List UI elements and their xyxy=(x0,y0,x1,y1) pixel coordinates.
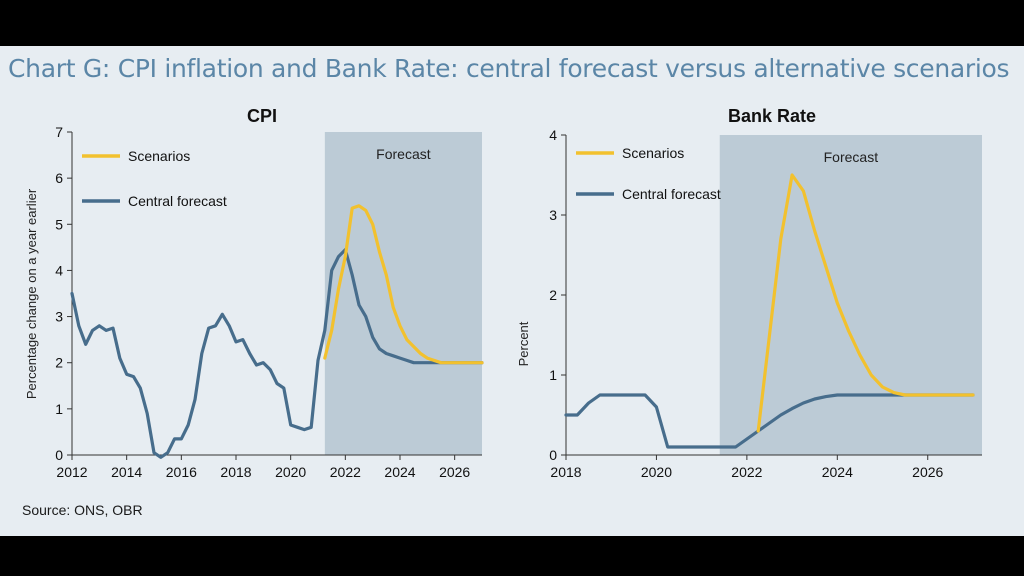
bank-rate-x-tick-label: 2024 xyxy=(822,464,853,480)
cpi-y-tick-label: 1 xyxy=(55,401,63,417)
bank-rate-y-tick-label: 4 xyxy=(549,127,557,143)
bank-rate-x-tick-label: 2022 xyxy=(731,464,762,480)
bank-rate-legend-label-central-forecast: Central forecast xyxy=(622,186,721,202)
cpi-y-tick-label: 5 xyxy=(55,216,63,232)
cpi-x-tick-label: 2014 xyxy=(111,464,142,480)
cpi-x-tick-label: 2018 xyxy=(220,464,251,480)
chart-title: Chart G: CPI inflation and Bank Rate: ce… xyxy=(8,54,1010,83)
bank-rate-x-tick-label: 2020 xyxy=(641,464,672,480)
bank-rate-plot-area: Forecast 0 1 2 3 4 2018 2020 2022 2024 2026 Scenari… xyxy=(549,127,982,480)
cpi-x-tick-label: 2024 xyxy=(384,464,415,480)
cpi-y-tick-label: 0 xyxy=(55,447,63,463)
cpi-y-tick-label: 4 xyxy=(55,262,63,278)
cpi-chart: CPI Percentage change on a year earlier … xyxy=(24,106,484,480)
bank-rate-forecast-region xyxy=(719,135,982,455)
cpi-chart-title: CPI xyxy=(247,106,277,126)
cpi-series-scenarios-line xyxy=(323,204,484,365)
chart-slide: Chart G: CPI inflation and Bank Rate: ce… xyxy=(0,46,1024,536)
cpi-series-central-forecast-line xyxy=(70,248,484,459)
cpi-legend-label-central-forecast: Central forecast xyxy=(128,193,227,209)
cpi-x-tick-label: 2026 xyxy=(439,464,470,480)
bank-rate-chart-title: Bank Rate xyxy=(728,106,816,126)
bank-rate-x-tick-label: 2018 xyxy=(550,464,581,480)
cpi-forecast-region xyxy=(324,132,482,455)
bank-rate-series-scenarios-line xyxy=(756,173,975,433)
cpi-x-tick-label: 2022 xyxy=(330,464,361,480)
bank-rate-y-axis-label: Percent xyxy=(516,321,531,366)
bank-rate-x-tick-label: 2026 xyxy=(912,464,943,480)
cpi-x-tick-label: 2020 xyxy=(275,464,306,480)
bank-rate-y-tick-label: 2 xyxy=(549,287,557,303)
cpi-y-tick-label: 2 xyxy=(55,355,63,371)
cpi-plot-area: Forecast 0 1 2 3 4 5 6 7 2012 2014 2016 2018 2020 2022… xyxy=(55,124,484,480)
cpi-y-tick-label: 6 xyxy=(55,170,63,186)
bank-rate-chart: Bank Rate Percent Forecast 0 1 2 3 4 2018 2020 2… xyxy=(516,106,982,480)
cpi-legend-label-scenarios: Scenarios xyxy=(128,148,190,164)
bank-rate-forecast-label: Forecast xyxy=(824,149,879,165)
bank-rate-y-tick-label: 3 xyxy=(549,207,557,223)
cpi-x-tick-label: 2016 xyxy=(166,464,197,480)
cpi-y-tick-label: 7 xyxy=(55,124,63,140)
bank-rate-series-central-forecast-line xyxy=(564,393,975,449)
bank-rate-y-tick-label: 0 xyxy=(549,447,557,463)
cpi-x-tick-label: 2012 xyxy=(56,464,87,480)
cpi-forecast-label: Forecast xyxy=(376,146,431,162)
source-note: Source: ONS, OBR xyxy=(22,502,143,518)
cpi-y-axis-label: Percentage change on a year earlier xyxy=(24,188,39,399)
bank-rate-y-tick-label: 1 xyxy=(549,367,557,383)
bank-rate-legend-label-scenarios: Scenarios xyxy=(622,145,684,161)
cpi-y-tick-label: 3 xyxy=(55,309,63,325)
